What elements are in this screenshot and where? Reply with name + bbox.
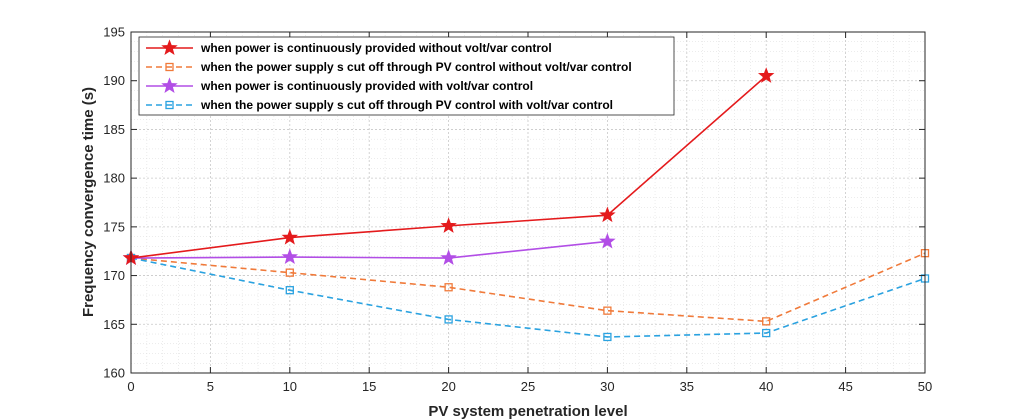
x-tick-label: 10: [283, 379, 297, 394]
series-layer: [122, 67, 930, 342]
series-3-point: [599, 232, 616, 249]
legend-marker: [161, 39, 178, 55]
y-tick-label: 185: [103, 122, 125, 137]
series-2-point: [444, 283, 453, 292]
legend-entry-4: when the power supply s cut off through …: [146, 98, 613, 112]
x-tick-label: 20: [441, 379, 455, 394]
x-axis-ticks: 0 5 10 15 20 25 30 35 40 45 50: [127, 32, 932, 394]
x-tick-label: 45: [838, 379, 852, 394]
series-4-point: [762, 328, 771, 338]
series-4-point: [285, 286, 294, 295]
legend-box: [138, 36, 675, 116]
legend-entry-1: when power is continuously provided with…: [146, 39, 552, 55]
legend-marker: [165, 62, 174, 72]
x-tick-label: 50: [918, 379, 932, 394]
y-tick-label: 190: [103, 73, 125, 88]
x-axis-label: PV system penetration level: [428, 403, 627, 420]
x-tick-label: 25: [521, 379, 535, 394]
y-tick-label: 170: [103, 268, 125, 283]
y-axis-ticks: 160 165 170 175 180 185 190 195: [103, 25, 925, 381]
legend-entry-3: when power is continuously provided with…: [146, 77, 533, 93]
x-tick-label: 35: [680, 379, 694, 394]
y-tick-label: 175: [103, 219, 125, 234]
x-tick-label: 40: [759, 379, 773, 394]
series-3-point: [440, 249, 457, 266]
y-axis-label: Frequency convergence time (s): [80, 87, 97, 317]
y-tick-label: 195: [103, 25, 125, 40]
y-tick-label: 165: [103, 317, 125, 332]
series-2-point: [762, 317, 771, 326]
legend-label: when power is continuously provided with…: [200, 79, 533, 93]
series-3-line: [130, 240, 608, 259]
series-4-point: [444, 315, 453, 324]
x-tick-label: 0: [127, 379, 134, 394]
series-2-point: [603, 306, 612, 315]
series-2-line: [130, 252, 926, 323]
series-1-point: [440, 217, 457, 233]
y-tick-label: 160: [103, 366, 125, 381]
legend: when power is continuously provided with…: [138, 36, 675, 116]
series-4-line: [130, 257, 926, 338]
legend-label: when the power supply s cut off through …: [200, 98, 613, 112]
legend-label: when the power supply s cut off through …: [200, 60, 632, 74]
legend-marker: [165, 100, 174, 110]
legend-entry-2: when the power supply s cut off through …: [146, 60, 632, 74]
series-3-point: [281, 248, 299, 265]
x-tick-label: 15: [362, 379, 376, 394]
legend-label: when power is continuously provided with…: [200, 41, 552, 55]
series-1-point: [281, 228, 299, 245]
series-4-point: [603, 332, 612, 342]
series-1-point: [757, 67, 775, 83]
y-tick-label: 180: [103, 171, 125, 186]
legend-marker: [161, 77, 178, 93]
x-tick-label: 5: [207, 379, 214, 394]
x-tick-label: 30: [600, 379, 614, 394]
series-1-point: [599, 206, 616, 223]
series-2-point: [285, 268, 294, 277]
